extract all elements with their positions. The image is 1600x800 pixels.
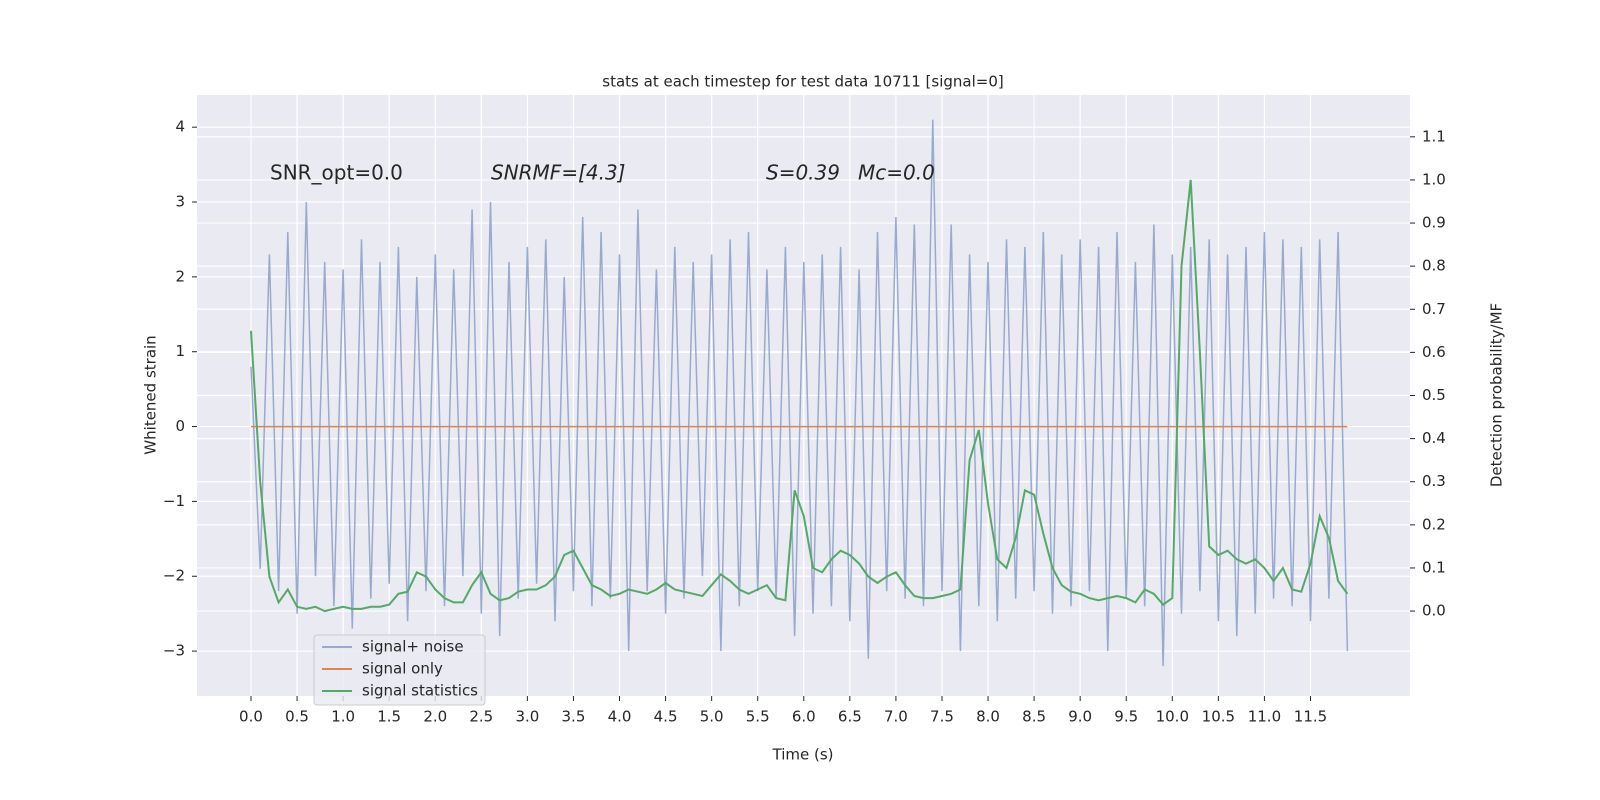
x-tick-label: 11.0 [1248, 708, 1281, 726]
y-tick-label: −1 [163, 492, 185, 510]
x-tick-label: 8.0 [976, 708, 1000, 726]
y-tick-label: 1 [175, 342, 185, 360]
x-tick-label: 1.5 [377, 708, 401, 726]
annotation: S=0.39 [766, 161, 840, 185]
x-tick-label: 2.5 [469, 708, 493, 726]
y2-tick-label: 0.4 [1422, 429, 1446, 447]
x-tick-label: 4.0 [608, 708, 632, 726]
legend-label: signal statistics [362, 682, 478, 700]
legend-label: signal only [362, 660, 443, 678]
y2-tick-label: 0.3 [1422, 472, 1446, 490]
legend-label: signal+ noise [362, 638, 464, 656]
series-line [250, 119, 1349, 667]
y2-tick-label: 0.9 [1422, 214, 1446, 232]
x-tick-label: 5.0 [700, 708, 724, 726]
annotation: SNRMF=[4.3] [491, 161, 625, 185]
x-tick-label: 5.5 [746, 708, 770, 726]
x-tick-label: 2.0 [423, 708, 447, 726]
y2-tick-label: 0.1 [1422, 558, 1446, 576]
x-tick-label: 6.0 [792, 708, 816, 726]
annotation: Mc=0.0 [858, 161, 935, 185]
y2-tick-label: 1.1 [1422, 127, 1446, 145]
x-tick-label: 6.5 [838, 708, 862, 726]
y-tick-label: 4 [175, 118, 185, 136]
x-tick-label: 9.5 [1114, 708, 1138, 726]
x-tick-label: 10.5 [1202, 708, 1235, 726]
series-line [250, 179, 1349, 613]
y-tick-label: 3 [175, 193, 185, 211]
y-tick-label: 2 [175, 267, 185, 285]
x-tick-label: 3.5 [562, 708, 586, 726]
y-tick-label: 0 [175, 417, 185, 435]
x-tick-label: 11.5 [1294, 708, 1327, 726]
annotation: SNR_opt=0.0 [270, 161, 403, 185]
y2-tick-label: 1.0 [1422, 170, 1446, 188]
x-tick-label: 1.0 [331, 708, 355, 726]
legend-box [313, 634, 486, 706]
y2-tick-label: 0.6 [1422, 343, 1446, 361]
x-tick-label: 7.0 [884, 708, 908, 726]
y2-tick-label: 0.2 [1422, 515, 1446, 533]
y-axis-label: Whitened strain [142, 335, 160, 454]
x-tick-label: 4.5 [654, 708, 678, 726]
x-tick-label: 10.0 [1156, 708, 1189, 726]
y2-tick-label: 0.5 [1422, 386, 1446, 404]
x-tick-label: 0.5 [285, 708, 309, 726]
y2-tick-label: 0.0 [1422, 602, 1446, 620]
x-tick-label: 8.5 [1022, 708, 1046, 726]
x-tick-label: 9.0 [1068, 708, 1092, 726]
x-tick-label: 3.0 [515, 708, 539, 726]
x-axis-label: Time (s) [772, 746, 834, 764]
y-tick-label: −2 [163, 567, 185, 585]
y2-tick-label: 0.7 [1422, 300, 1446, 318]
chart-title: stats at each timestep for test data 107… [602, 73, 1003, 91]
y-tick-label: −3 [163, 642, 185, 660]
y2-tick-label: 0.8 [1422, 257, 1446, 275]
y2-axis-label: Detection probability/MF [1488, 303, 1506, 487]
x-tick-label: 7.5 [930, 708, 954, 726]
x-tick-label: 0.0 [239, 708, 263, 726]
